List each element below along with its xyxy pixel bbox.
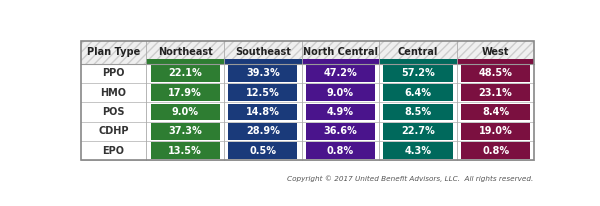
Text: 6.4%: 6.4% [404, 88, 431, 98]
Text: 57.2%: 57.2% [401, 68, 435, 78]
Text: 39.3%: 39.3% [246, 68, 280, 78]
Text: 4.3%: 4.3% [404, 146, 431, 156]
Text: CDHP: CDHP [98, 126, 129, 136]
Text: North Central: North Central [303, 48, 378, 57]
Text: Northeast: Northeast [158, 48, 212, 57]
Text: PPO: PPO [102, 68, 125, 78]
Text: 22.1%: 22.1% [169, 68, 202, 78]
Bar [457, 59, 535, 64]
Text: West: West [482, 48, 509, 57]
Text: 8.4%: 8.4% [482, 107, 509, 117]
Text: 8.5%: 8.5% [404, 107, 431, 117]
Bar [146, 59, 224, 64]
Text: 17.9%: 17.9% [169, 88, 202, 98]
Text: 4.9%: 4.9% [327, 107, 354, 117]
Text: Southeast: Southeast [235, 48, 291, 57]
Text: EPO: EPO [103, 146, 124, 156]
Text: Central: Central [398, 48, 438, 57]
Bar [302, 59, 379, 64]
Text: HMO: HMO [100, 88, 127, 98]
Text: 9.0%: 9.0% [327, 88, 354, 98]
Text: 0.8%: 0.8% [327, 146, 354, 156]
Text: 13.5%: 13.5% [169, 146, 202, 156]
Text: 0.5%: 0.5% [249, 146, 276, 156]
Text: 9.0%: 9.0% [172, 107, 199, 117]
Bar [224, 59, 302, 64]
Text: 28.9%: 28.9% [246, 126, 280, 136]
Text: 19.0%: 19.0% [479, 126, 512, 136]
Text: 12.5%: 12.5% [246, 88, 280, 98]
Text: 37.3%: 37.3% [169, 126, 202, 136]
Text: 47.2%: 47.2% [323, 68, 357, 78]
Bar [379, 59, 457, 64]
Text: 22.7%: 22.7% [401, 126, 435, 136]
Text: 48.5%: 48.5% [479, 68, 512, 78]
Text: Copyright © 2017 United Benefit Advisors, LLC.  All rights reserved.: Copyright © 2017 United Benefit Advisors… [287, 175, 533, 182]
Text: 0.8%: 0.8% [482, 146, 509, 156]
Text: Plan Type: Plan Type [87, 48, 140, 57]
Text: 14.8%: 14.8% [246, 107, 280, 117]
Text: 23.1%: 23.1% [479, 88, 512, 98]
Text: POS: POS [102, 107, 125, 117]
Text: 36.6%: 36.6% [323, 126, 357, 136]
